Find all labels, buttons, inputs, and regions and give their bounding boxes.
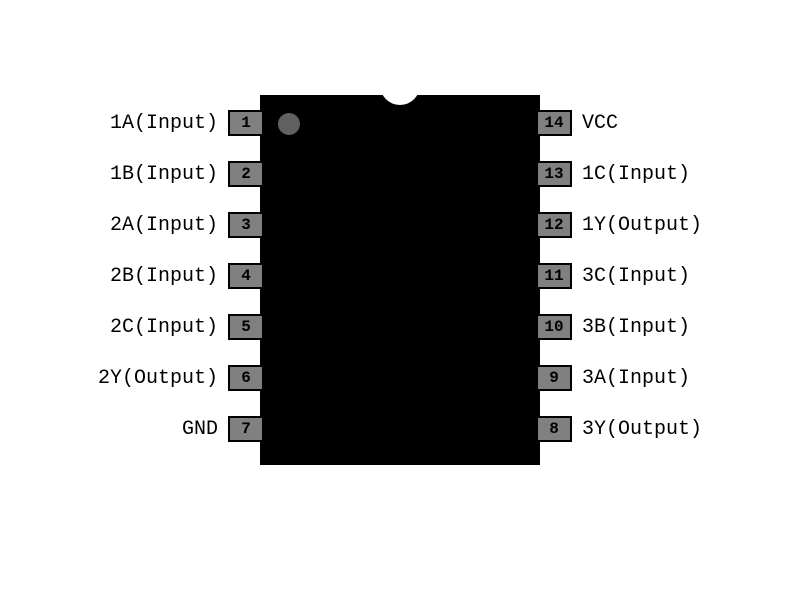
pin-number: 1 (241, 114, 251, 132)
pin-3-label: 2A(Input) (18, 214, 218, 237)
pin-9: 9 (536, 365, 572, 391)
pin-6: 6 (228, 365, 264, 391)
pin-2-label: 1B(Input) (18, 163, 218, 186)
pin-5: 5 (228, 314, 264, 340)
pin-number: 6 (241, 369, 251, 387)
chip-body (260, 95, 540, 465)
pin-number: 11 (544, 267, 563, 285)
pin-8-label: 3Y(Output) (582, 418, 702, 441)
pin-12: 12 (536, 212, 572, 238)
pin-number: 5 (241, 318, 251, 336)
pin-number: 9 (549, 369, 559, 387)
pin-11-label: 3C(Input) (582, 265, 690, 288)
pin-4: 4 (228, 263, 264, 289)
pin-14: 14 (536, 110, 572, 136)
pin-number: 14 (544, 114, 563, 132)
pin-number: 13 (544, 165, 563, 183)
pin-4-label: 2B(Input) (18, 265, 218, 288)
pin-number: 10 (544, 318, 563, 336)
pin-1: 1 (228, 110, 264, 136)
pin-3: 3 (228, 212, 264, 238)
pin-12-label: 1Y(Output) (582, 214, 702, 237)
pin-13-label: 1C(Input) (582, 163, 690, 186)
pin-number: 8 (549, 420, 559, 438)
pin-number: 2 (241, 165, 251, 183)
pin-number: 12 (544, 216, 563, 234)
pin-7-label: GND (18, 418, 218, 441)
pin-number: 3 (241, 216, 251, 234)
pin-8: 8 (536, 416, 572, 442)
pin-14-label: VCC (582, 112, 618, 135)
pin-number: 4 (241, 267, 251, 285)
pin-9-label: 3A(Input) (582, 367, 690, 390)
pin-11: 11 (536, 263, 572, 289)
pin-7: 7 (228, 416, 264, 442)
pin-number: 7 (241, 420, 251, 438)
pin-2: 2 (228, 161, 264, 187)
pin-1-label: 1A(Input) (18, 112, 218, 135)
pin-5-label: 2C(Input) (18, 316, 218, 339)
pin-10: 10 (536, 314, 572, 340)
pin-6-label: 2Y(Output) (18, 367, 218, 390)
pin1-dot (278, 113, 300, 135)
pin-13: 13 (536, 161, 572, 187)
pin-10-label: 3B(Input) (582, 316, 690, 339)
